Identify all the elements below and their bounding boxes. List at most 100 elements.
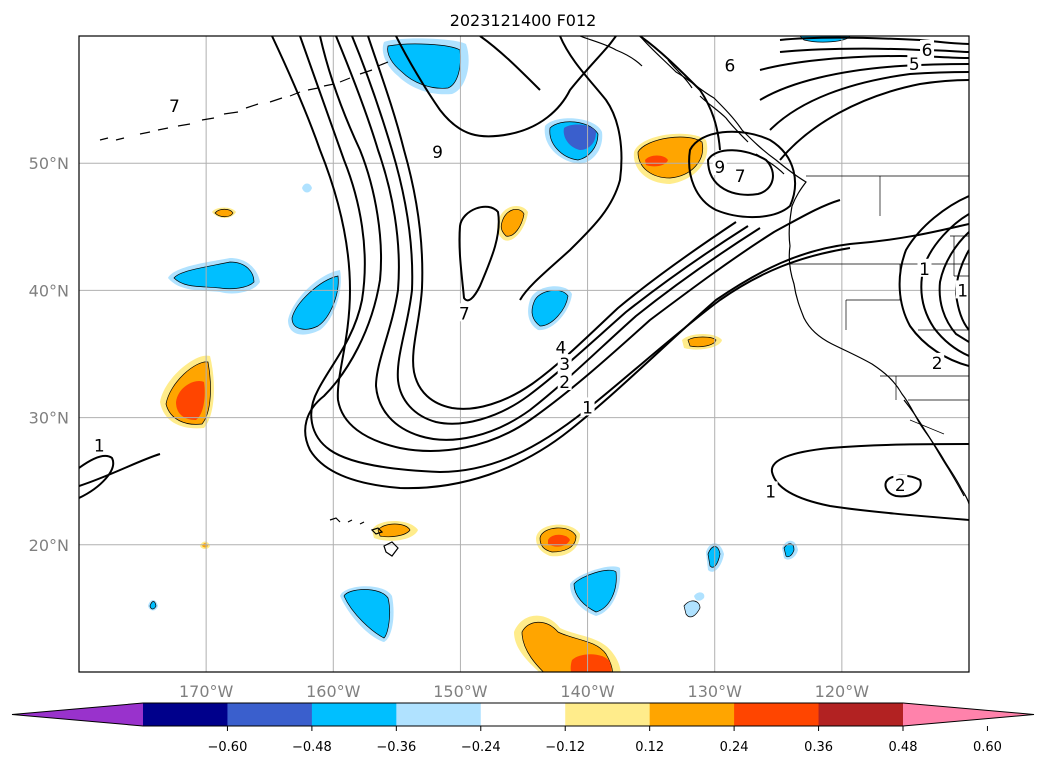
colorbar-tick-label: −0.60	[208, 740, 248, 755]
contour-main-2	[299, 36, 851, 474]
contour-label-bg	[907, 53, 922, 72]
contour-7-north	[479, 36, 721, 301]
lon-tick-label: 120°W	[815, 682, 870, 701]
colorbar-tick-label: 0.36	[804, 740, 833, 755]
colorbar-segment	[396, 703, 482, 726]
contour-label: 7	[169, 97, 180, 117]
contour-main-4	[335, 36, 761, 441]
lon-tick-label: 150°W	[433, 682, 488, 701]
blob-small-orange-n	[497, 206, 528, 241]
blob-mid-cyan	[288, 270, 341, 335]
contour-label: 7	[735, 167, 746, 187]
contour-main-5	[351, 36, 749, 425]
contour-label-bg	[893, 475, 908, 494]
colorbar-tick-label: −0.12	[545, 740, 585, 755]
contour-south-1	[770, 443, 969, 521]
colorbar-tick-label: 0.48	[889, 740, 918, 755]
contour-inner-9	[706, 149, 774, 196]
contour-label: 2	[932, 354, 943, 374]
blob-west-cyan	[168, 258, 260, 294]
contour-label-bg	[167, 95, 182, 114]
contour-6-top	[759, 36, 969, 161]
colorbar-tick-label: 0.24	[720, 740, 749, 755]
blob-mid-cyan-2	[528, 286, 572, 331]
contour-label-bg	[722, 55, 737, 74]
colorbar-segment	[311, 703, 397, 726]
contour-label: 1	[94, 437, 105, 457]
colorbar-segment	[227, 703, 313, 726]
colorbar-outline	[11, 702, 1035, 727]
colorbar-arrow-low	[12, 703, 143, 726]
colorbar-tick-label: −0.36	[376, 740, 416, 755]
contour-label-bg	[557, 371, 572, 390]
colorbar-segment	[649, 703, 735, 726]
contour-label: 4	[555, 339, 566, 359]
contour-east-closed	[898, 195, 969, 367]
contour-label: 6	[725, 56, 736, 76]
axis-ticks: 170°W 160°W 150°W 140°W 130°W 120°W 20°N 30°N 40…	[29, 154, 870, 701]
colorbar-arrow-high	[903, 703, 1034, 726]
colorbar-tick-label: 0.60	[973, 740, 1002, 755]
blob-hawaii-orange	[372, 521, 418, 541]
contour-label: 1	[765, 482, 776, 502]
contour-label-bg	[763, 481, 778, 500]
contour-label: 3	[559, 355, 570, 375]
lon-tick-label: 170°W	[179, 682, 234, 701]
lat-tick-label: 30°N	[29, 409, 69, 428]
contour-label-bg	[553, 337, 568, 356]
blob-south-cyan-2	[570, 566, 621, 616]
lon-tick-label: 140°W	[560, 682, 615, 701]
lon-tick-label: 130°W	[688, 682, 743, 701]
contour-main-6	[367, 36, 737, 410]
contour-label-bg	[712, 157, 727, 176]
contour-label: 7	[459, 304, 470, 324]
contour-label: 6	[922, 41, 933, 61]
contour-main-3	[271, 36, 841, 452]
blob-south-orange	[536, 524, 580, 557]
hawaii-islands	[329, 517, 399, 557]
contour-label: 2	[895, 476, 906, 496]
contour-outer-7	[688, 130, 797, 218]
contour-label-bg	[930, 352, 945, 371]
contour-label-bg	[557, 354, 572, 373]
contour-label-bg	[955, 280, 969, 299]
contour-label-bg	[917, 258, 932, 277]
map-frame	[78, 35, 970, 673]
lat-tick-label: 50°N	[29, 154, 69, 173]
contour-label: 2	[559, 373, 570, 393]
map-background	[79, 36, 969, 672]
contour-label: 1	[957, 281, 968, 301]
colorbar-segment	[734, 703, 820, 726]
blob-bottom-orange	[514, 615, 621, 672]
blob-south-cyan	[340, 586, 394, 642]
colorbar-segment	[143, 703, 228, 726]
contour-label: 9	[432, 143, 443, 163]
contour-label-bg	[430, 141, 445, 160]
contour-label-bg	[92, 435, 107, 454]
contour-label: 9	[714, 158, 725, 178]
contour-1	[79, 454, 115, 499]
contour-label: 1	[582, 398, 593, 418]
contour-label: 1	[919, 260, 930, 280]
contour-label-bg	[580, 397, 595, 416]
lat-tick-label: 40°N	[29, 281, 69, 300]
contour-label: 5	[909, 55, 920, 75]
lat-lon-grid	[79, 36, 969, 672]
colorbar-tick-label: −0.24	[461, 740, 501, 755]
blob-small-orange-w	[212, 207, 236, 218]
coastlines	[99, 36, 969, 557]
contour-lines	[79, 36, 969, 521]
blob-small-orange-e	[682, 334, 722, 350]
contour-label-bg	[733, 165, 748, 184]
lon-tick-label: 160°W	[306, 682, 361, 701]
colorbar-segment	[480, 703, 566, 726]
alaska-coast	[579, 36, 785, 175]
colorbar-segment	[818, 703, 904, 726]
colorbar-segment	[565, 703, 651, 726]
colorbar-tick-label: 0.12	[635, 740, 664, 755]
contour-7-closed	[458, 205, 500, 302]
